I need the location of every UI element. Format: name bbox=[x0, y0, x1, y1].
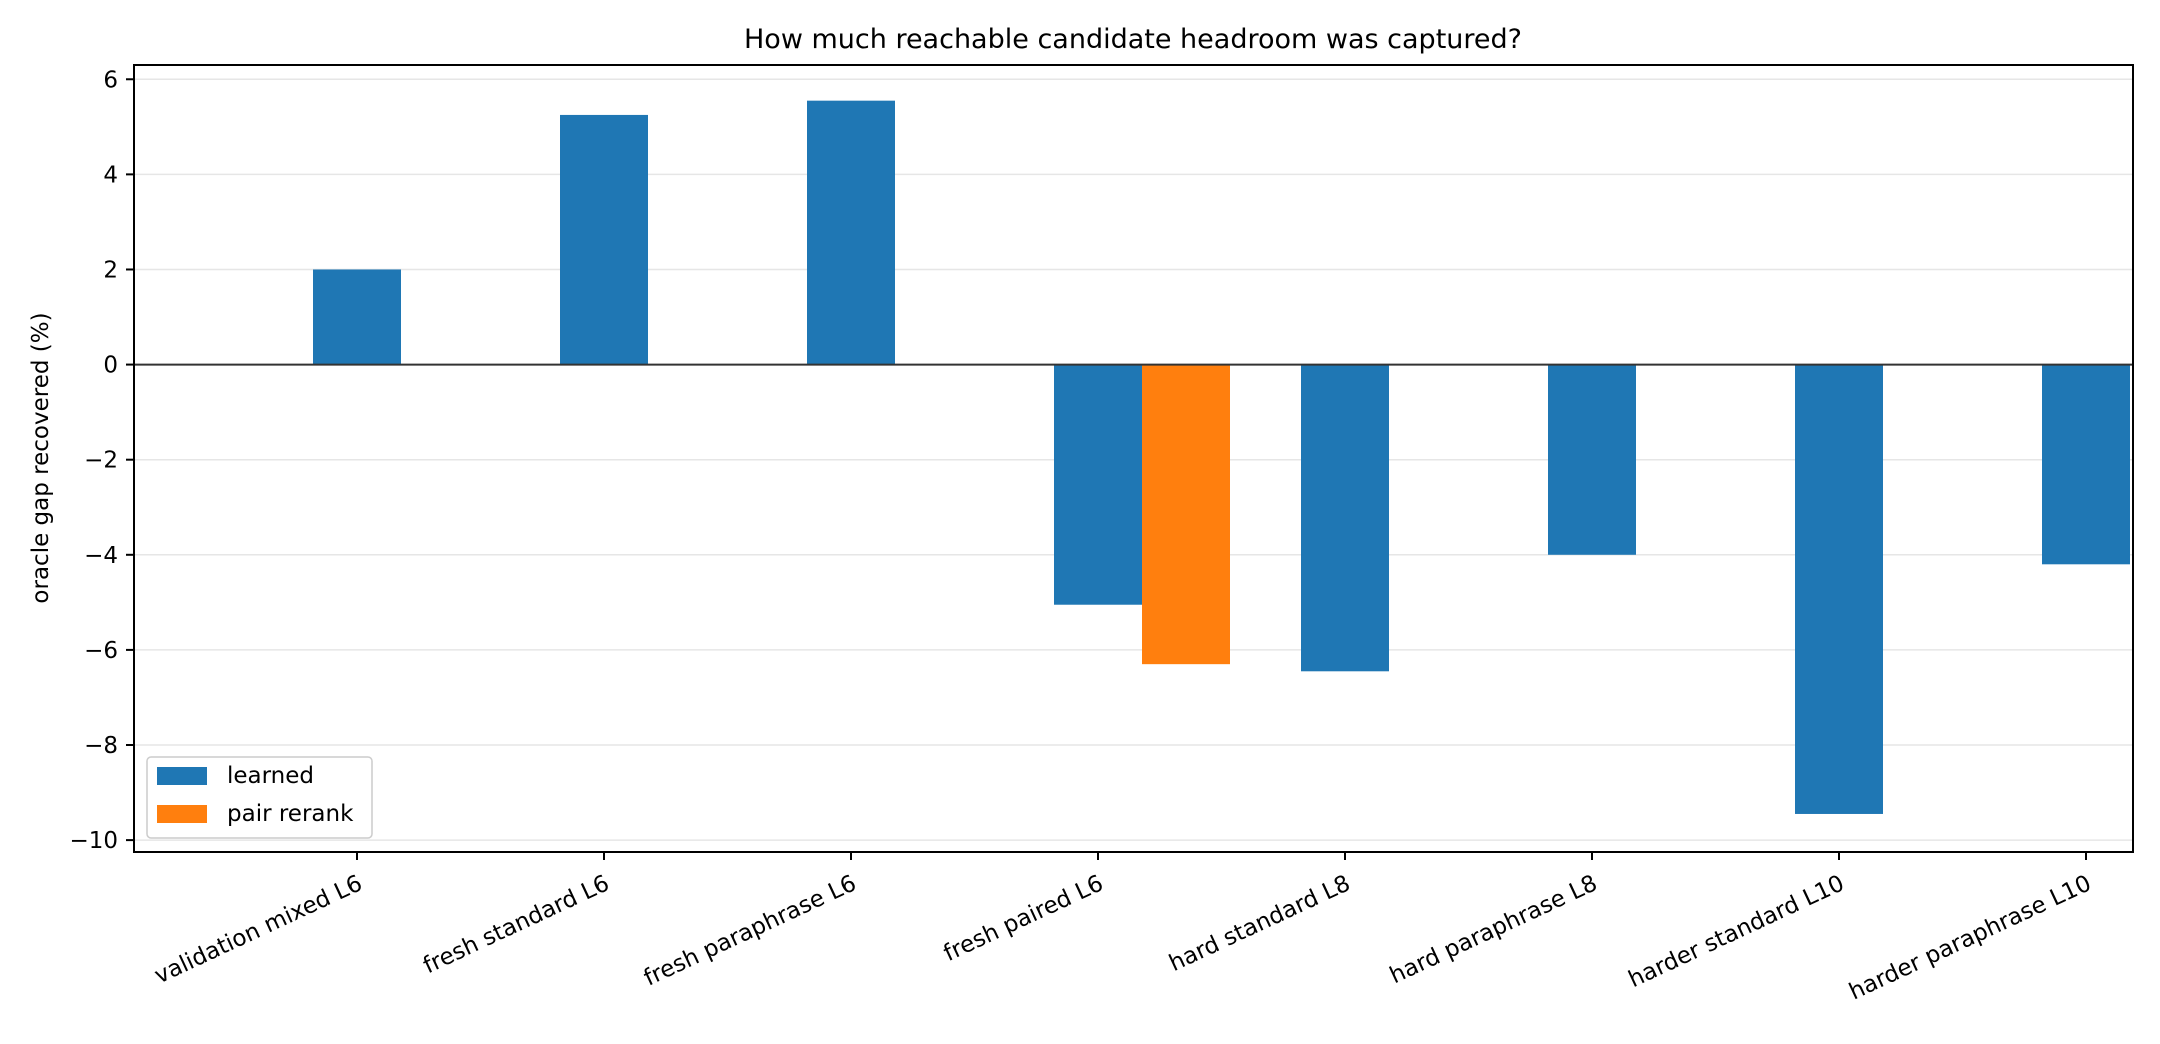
chart-title: How much reachable candidate headroom wa… bbox=[744, 24, 1522, 55]
legend: learned pair rerank bbox=[146, 756, 373, 839]
bar-learned bbox=[313, 269, 401, 365]
bar-learned bbox=[1795, 364, 1883, 814]
legend-label: pair rerank bbox=[227, 801, 354, 827]
plot-frame bbox=[133, 64, 2134, 853]
legend-swatch bbox=[157, 805, 207, 823]
x-tick-label: hard paraphrase L8 bbox=[1386, 870, 1601, 989]
bar-pair-rerank bbox=[1142, 364, 1230, 665]
x-axis: validation mixed L6 fresh standard L6 fres… bbox=[151, 852, 2095, 1005]
y-tick-label: −8 bbox=[84, 733, 118, 759]
x-tick-label: validation mixed L6 bbox=[151, 870, 367, 989]
legend-label: learned bbox=[227, 763, 314, 789]
y-axis-label: oracle gap recovered (%) bbox=[28, 312, 54, 603]
bar-learned bbox=[807, 100, 895, 365]
y-tick-label: −2 bbox=[84, 448, 118, 474]
bar-learned bbox=[2042, 364, 2130, 565]
bar-learned bbox=[560, 114, 648, 365]
bar-learned bbox=[1054, 364, 1142, 605]
x-tick-label: fresh paired L6 bbox=[940, 870, 1107, 967]
y-axis: 6 4 2 0 −2 −4 −6 −8 −10 bbox=[69, 67, 134, 854]
y-tick-label: 4 bbox=[103, 162, 118, 188]
x-tick-label: fresh standard L6 bbox=[419, 870, 613, 979]
x-tick-label: fresh paraphrase L6 bbox=[640, 870, 860, 991]
x-tick-label: harder standard L10 bbox=[1625, 870, 1849, 993]
y-tick-label: −6 bbox=[84, 638, 118, 664]
x-tick-label: hard standard L8 bbox=[1165, 870, 1354, 977]
y-tick-label: 6 bbox=[103, 67, 118, 93]
legend-swatch bbox=[157, 767, 207, 785]
y-tick-label: 0 bbox=[103, 353, 118, 379]
y-tick-label: −4 bbox=[84, 543, 118, 569]
y-tick-label: −10 bbox=[69, 828, 118, 854]
bar-learned bbox=[1301, 364, 1389, 672]
y-tick-label: 2 bbox=[103, 257, 118, 283]
bar-learned bbox=[1548, 364, 1636, 555]
x-tick-label: harder paraphrase L10 bbox=[1845, 870, 2095, 1005]
bars bbox=[313, 100, 2130, 814]
